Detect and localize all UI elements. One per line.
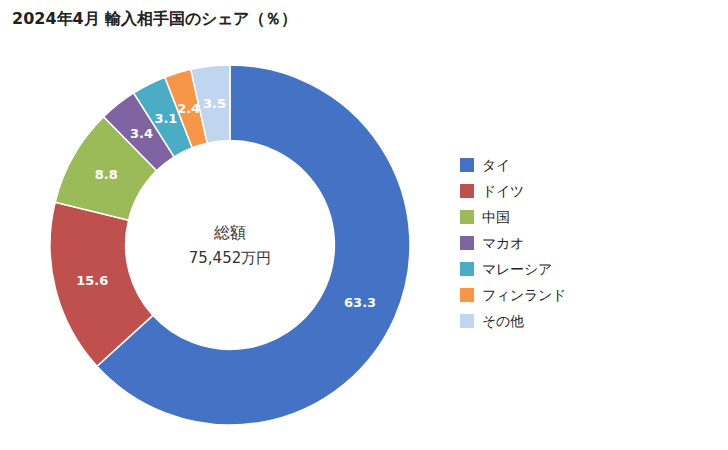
legend-label: マレーシア (482, 261, 552, 277)
legend-swatch (460, 158, 474, 172)
data-label: 8.8 (95, 167, 118, 182)
center-label: 75,452万円 (189, 249, 272, 267)
chart: 2024年4月 輸入相手国のシェア（％） 63.3 15.6 8.8 3.43.12.4… (0, 0, 728, 450)
legend-label: その他 (482, 313, 524, 329)
legend-label: マカオ (482, 235, 524, 251)
data-label: 15.6 (76, 273, 108, 288)
legend-item: タイ (460, 157, 510, 173)
legend-item: マカオ (460, 235, 524, 251)
legend-label: 中国 (482, 209, 510, 225)
legend-item: マレーシア (460, 261, 552, 277)
legend-swatch (460, 184, 474, 198)
texts: 63.3 15.6 8.8 3.43.12.43.5 総額 75,452万円 (76, 96, 376, 310)
legend-swatch (460, 288, 474, 302)
title: 2024年4月 輸入相手国のシェア（％） (12, 9, 297, 28)
legend-swatch (460, 314, 474, 328)
legend-swatch (460, 210, 474, 224)
legend-item: ドイツ (460, 183, 524, 199)
legend: タイドイツ中国マカオマレーシアフィンランドその他 (460, 157, 566, 329)
slice (55, 117, 157, 220)
data-label: 2.4 (177, 101, 200, 116)
slice (97, 65, 410, 425)
legend-item: フィンランド (460, 287, 566, 303)
data-label: 3.4 (130, 126, 153, 141)
data-label: 3.5 (203, 96, 226, 111)
center-label: 総額 (213, 223, 246, 242)
legend-swatch (460, 262, 474, 276)
legend-item: その他 (460, 313, 524, 329)
plot (50, 65, 410, 425)
slice (50, 202, 153, 366)
legend-item: 中国 (460, 209, 510, 225)
legend-label: フィンランド (482, 287, 566, 303)
legend-label: ドイツ (482, 183, 524, 199)
data-label: 3.1 (154, 111, 177, 126)
legend-swatch (460, 236, 474, 250)
legend-label: タイ (482, 157, 510, 173)
data-label: 63.3 (344, 295, 376, 310)
